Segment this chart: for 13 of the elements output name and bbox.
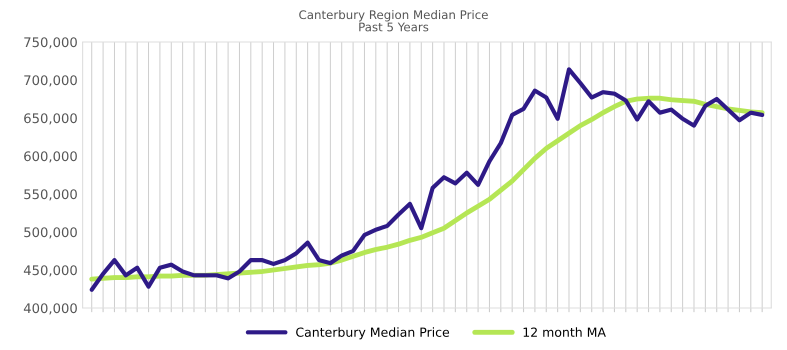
legend-label: Canterbury Median Price (296, 327, 450, 340)
y-tick-label: 450,000 (24, 265, 77, 277)
chart-title: Canterbury Region Median Price (299, 10, 488, 22)
y-tick-label: 700,000 (24, 75, 77, 87)
y-tick-label: 750,000 (24, 37, 77, 49)
y-tick-label: 650,000 (24, 113, 77, 125)
chart-subtitle: Past 5 Years (359, 22, 428, 32)
y-tick-label: 550,000 (24, 189, 77, 201)
y-tick-label: 400,000 (24, 303, 77, 315)
y-tick-label: 600,000 (24, 151, 77, 163)
line-series (90, 67, 764, 292)
legend-label: 12 month MA (524, 327, 606, 337)
y-tick-label: 500,000 (24, 227, 77, 239)
